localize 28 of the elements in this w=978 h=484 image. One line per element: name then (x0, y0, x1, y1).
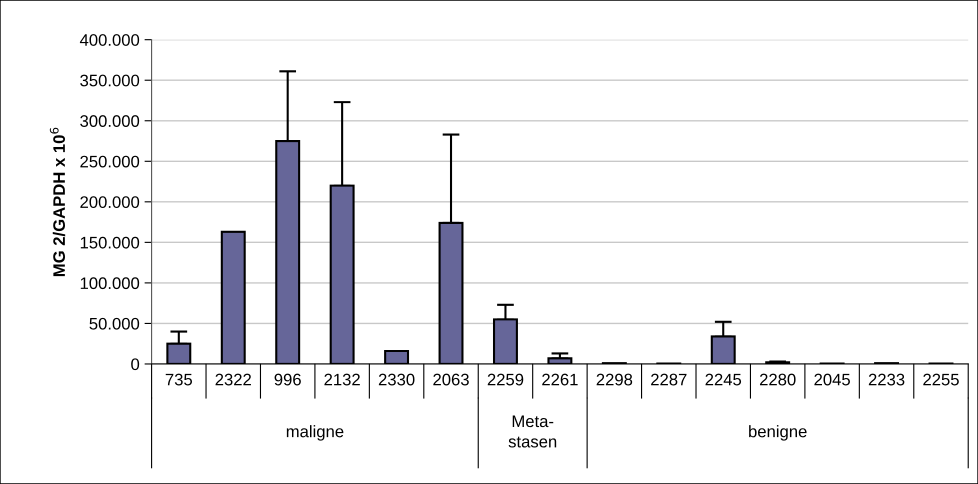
x-tick-label: 2298 (596, 374, 632, 386)
x-tick-label: 2330 (378, 374, 414, 386)
x-tick-label: 2045 (814, 374, 850, 386)
y-tick-label: 50.000 (89, 318, 140, 330)
y-tick-label: 100.000 (80, 277, 140, 290)
y-axis-title: MG 2/GAPDH x 10$^{6}$ (50, 128, 66, 276)
y-tick-label: 0 (131, 358, 140, 370)
y-tick-label: 250.000 (80, 156, 140, 168)
x-tick-label: 2233 (868, 374, 904, 386)
y-tick-label: 150.000 (80, 236, 140, 249)
x-tick-label: 2322 (216, 374, 251, 386)
x-tick-label: 2132 (324, 374, 360, 386)
x-tick-label: 996 (274, 374, 301, 386)
y-tick-label: 350.000 (80, 74, 140, 86)
text: benigne (749, 425, 807, 441)
x-tick-label: 2255 (923, 374, 959, 386)
text: Meta- stasen (508, 416, 556, 448)
x-tick-label: 2280 (760, 374, 796, 386)
x-tick-label: 735 (166, 374, 192, 386)
x-tick-label: 2259 (488, 374, 524, 386)
x-tick-label: 2261 (542, 374, 578, 386)
x-tick-label: 2245 (706, 374, 742, 386)
y-tick-label: 200.000 (80, 196, 140, 208)
y-tick-label: 400.000 (80, 34, 140, 46)
x-tick-label: 2063 (433, 374, 469, 386)
y-tick-label: 300.000 (80, 115, 140, 127)
text: maligne (286, 425, 344, 441)
x-tick-label: 2287 (651, 374, 686, 386)
